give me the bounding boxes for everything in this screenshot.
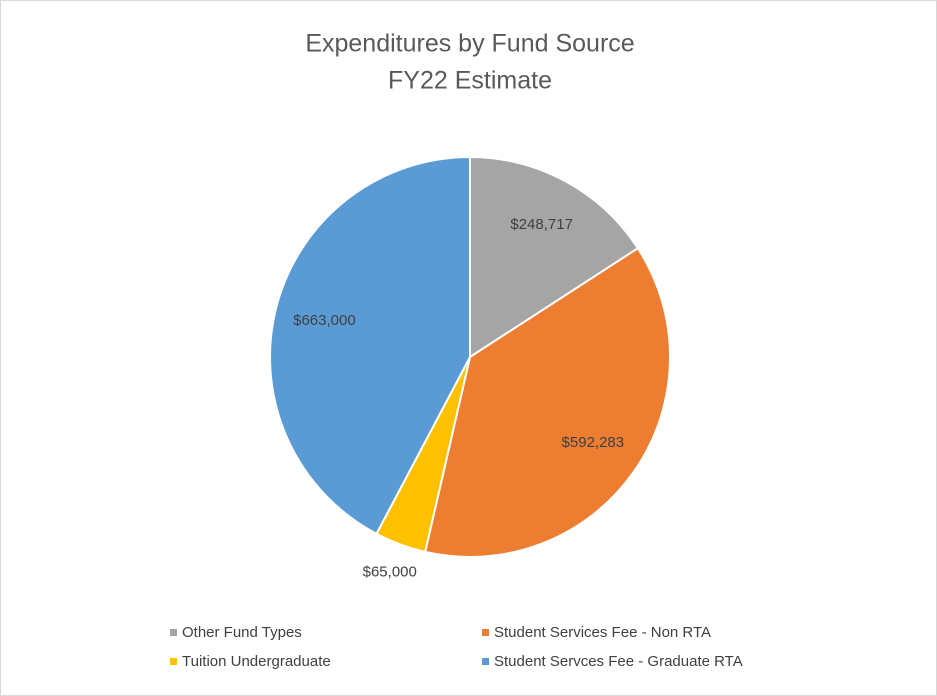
legend-label: Other Fund Types (182, 624, 302, 641)
chart-title: Expenditures by Fund Source (305, 30, 634, 58)
legend-swatch (170, 629, 177, 636)
legend-label: Tuition Undergraduate (182, 653, 331, 670)
pie-slice (469, 155, 640, 359)
legend-swatch (482, 658, 489, 665)
legend-swatch (482, 629, 489, 636)
value-label: $663,000 (293, 312, 356, 329)
legend-label: Student Servces Fee - Graduate RTA (494, 653, 743, 670)
pie-slice (269, 155, 471, 536)
value-label: $65,000 (363, 564, 417, 581)
chart-subtitle: FY22 Estimate (388, 67, 552, 95)
pie-slice (423, 246, 671, 558)
legend-swatch (170, 658, 177, 665)
legend-label: Student Services Fee - Non RTA (494, 624, 711, 641)
value-label: $592,283 (562, 434, 625, 451)
value-label: $248,717 (510, 216, 573, 233)
